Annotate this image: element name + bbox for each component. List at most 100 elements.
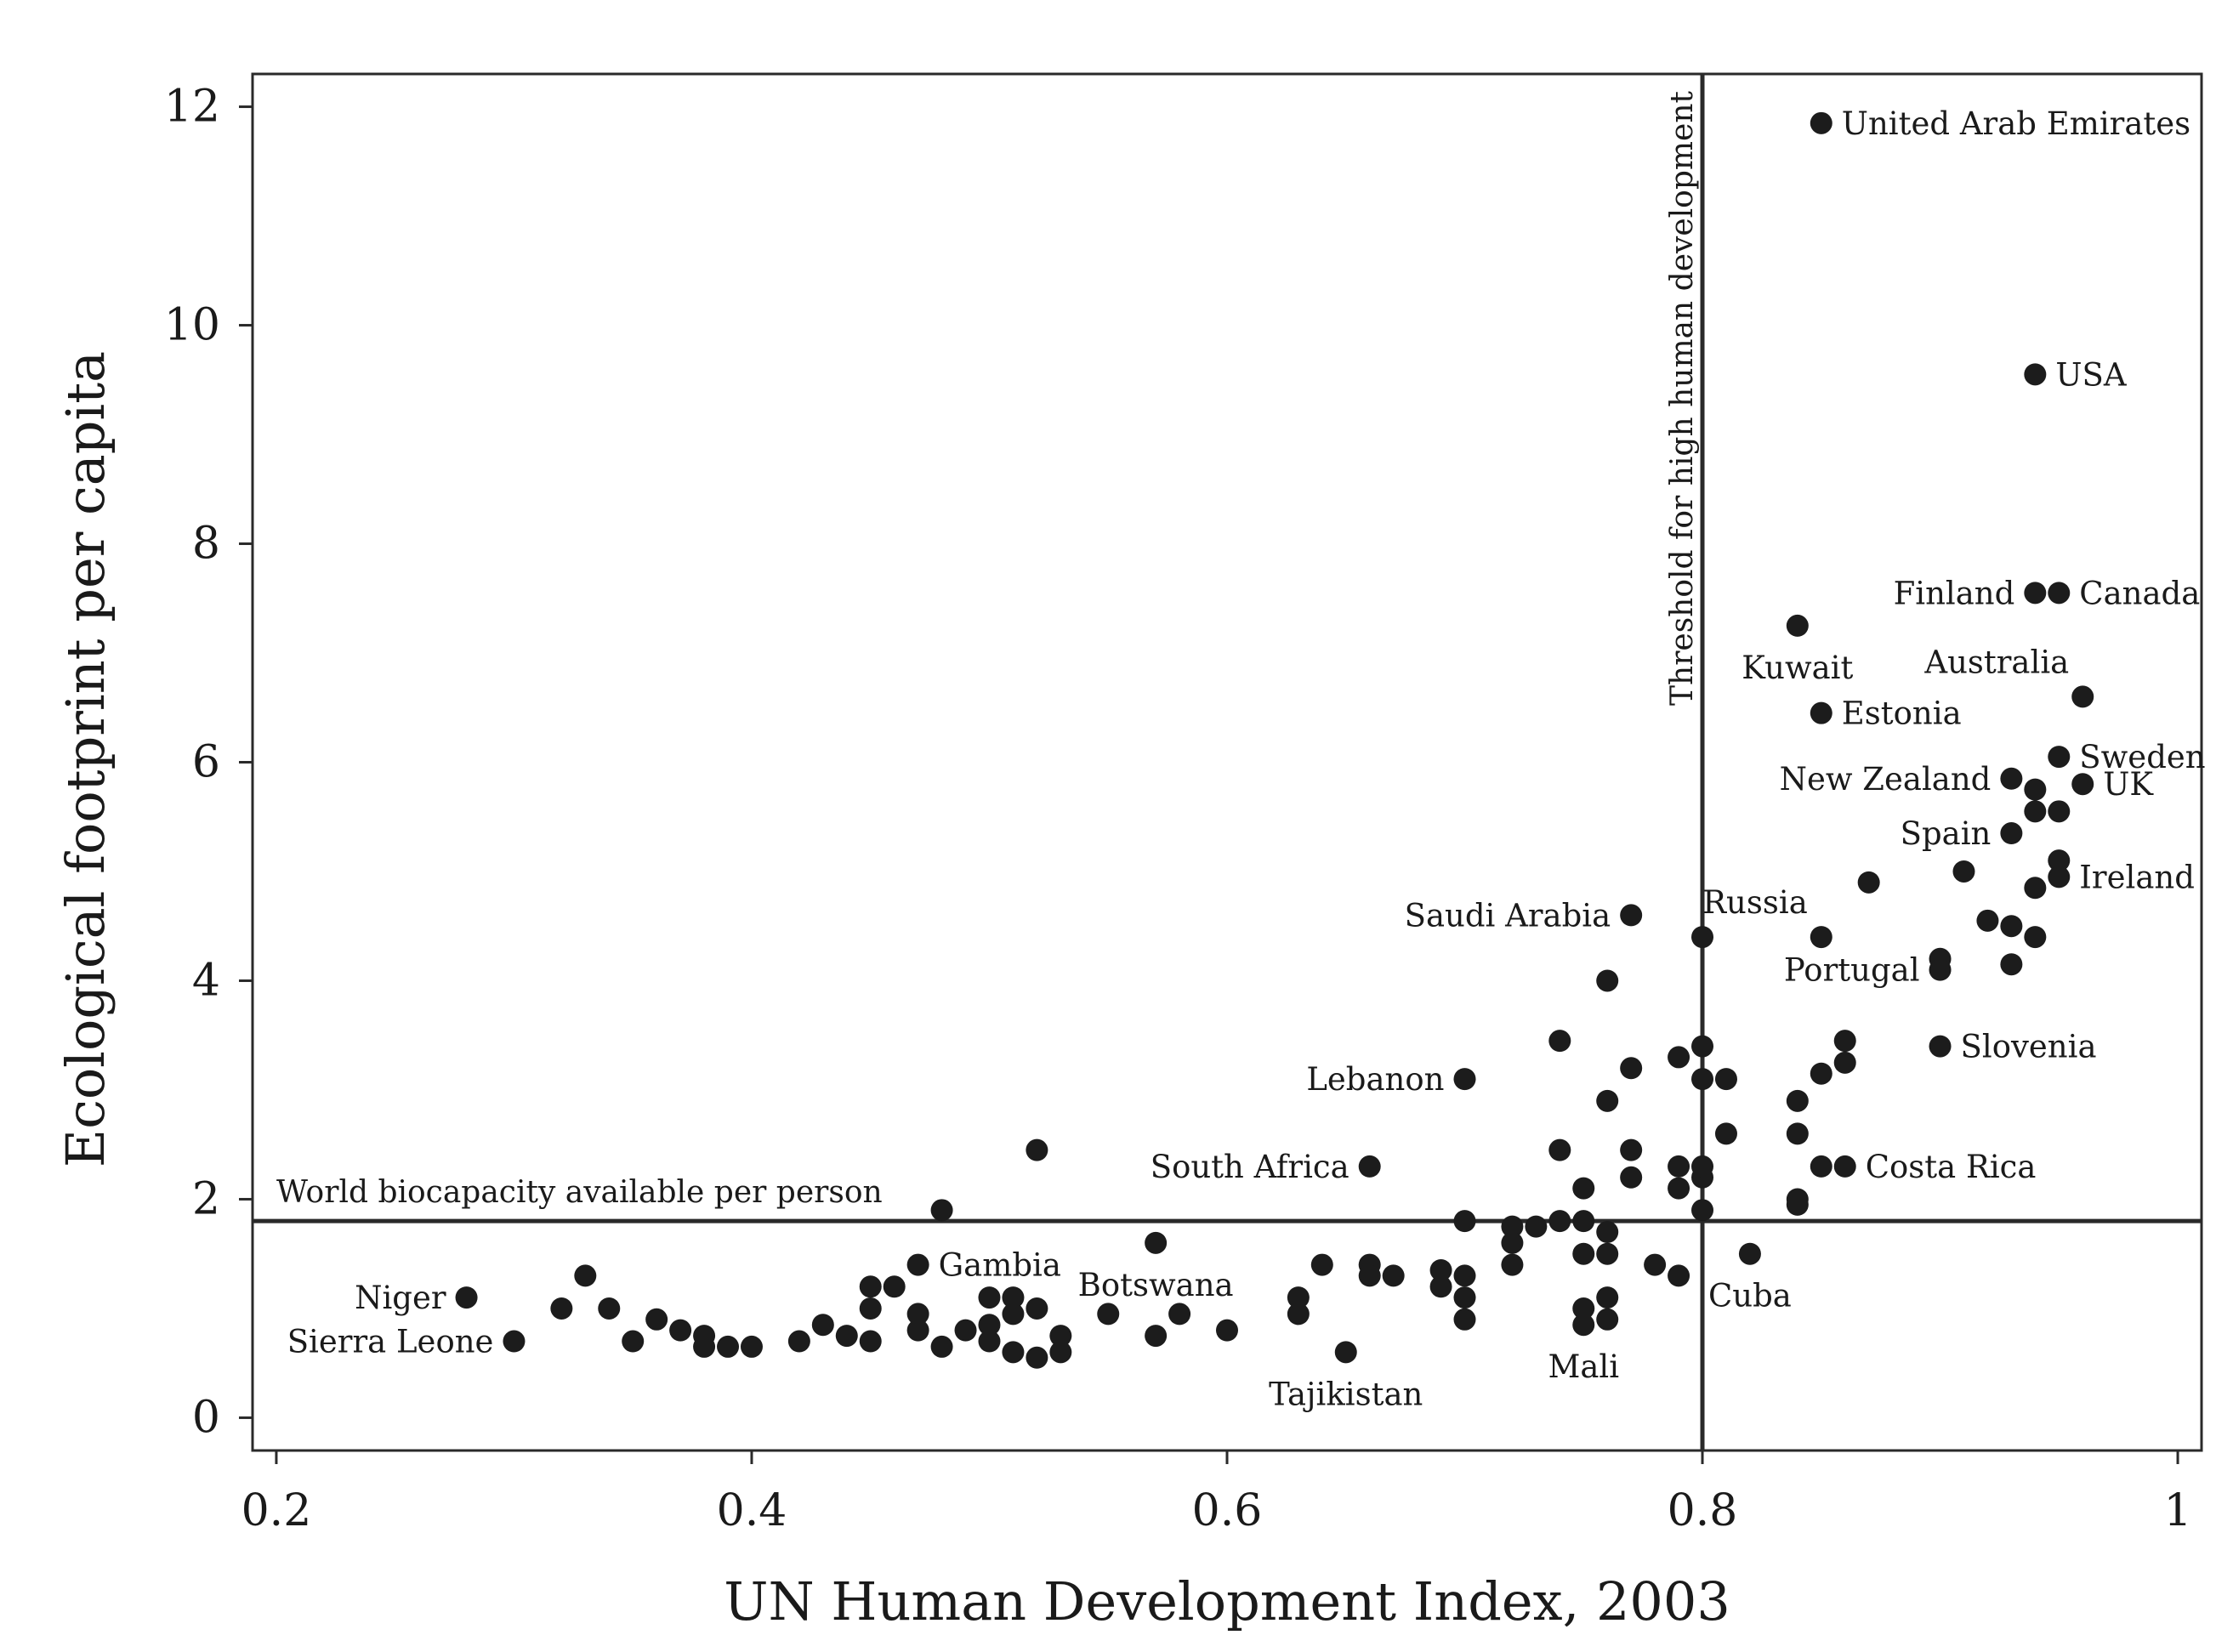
data-point [1026,1297,1048,1320]
y-axis-title: Ecological footprint per capita [54,351,116,1167]
data-point-tajikistan [1334,1341,1357,1364]
data-point [978,1330,1001,1353]
data-point-united-arab-emirates [1810,111,1832,134]
data-point [1620,1057,1643,1080]
data-point-slovenia [1929,1035,1952,1058]
data-point [1429,1275,1452,1298]
data-point [550,1297,573,1320]
data-point [1287,1303,1310,1326]
data-point [1668,1155,1690,1178]
data-point [1002,1286,1025,1309]
data-point [669,1319,692,1342]
data-point [2048,800,2071,823]
point-label-canada: Canada [2079,575,2200,611]
data-point-sierra-leone [503,1330,526,1353]
data-point [1026,1138,1048,1161]
data-point [1501,1215,1524,1238]
data-point-usa [2024,363,2047,386]
point-label-united-arab-emirates: United Arab Emirates [1842,105,2190,142]
data-point [1525,1215,1548,1238]
point-label-saudi-arabia: Saudi Arabia [1405,897,1611,934]
data-point [1714,1122,1737,1145]
y-tick-label-5: 10 [164,300,220,351]
y-axis-ticks: 0 2 4 6 8 10 12 [164,82,253,1443]
data-point-australia [2071,685,2094,708]
data-point-russia [1810,926,1832,949]
data-point-botswana [1145,1231,1168,1254]
data-point [1548,1030,1571,1053]
data-point [2024,926,2047,949]
data-point [1786,1122,1809,1145]
data-point [645,1308,668,1331]
data-point [1453,1308,1476,1331]
data-point-new-zealand [2000,767,2023,790]
data-point [598,1297,621,1320]
data-point-lebanon [1453,1068,1476,1091]
data-point [1786,1193,1809,1216]
point-label-new-zealand: New Zealand [1780,761,1992,798]
data-point [906,1303,929,1326]
data-point [1786,1089,1809,1112]
point-label-cuba: Cuba [1708,1278,1792,1314]
data-point [978,1286,1001,1309]
data-point [1572,1177,1595,1200]
point-label-portugal: Portugal [1784,952,1920,989]
point-label-usa: USA [2055,356,2128,393]
data-point-sweden [2048,746,2071,769]
data-point [787,1330,810,1353]
point-label-australia: Australia [1923,644,2069,680]
data-point [1620,1138,1643,1161]
y-tick-label-2: 4 [192,955,220,1006]
point-label-kuwait: Kuwait [1742,650,1853,686]
data-point [1145,1325,1168,1348]
data-point [1596,1242,1619,1265]
data-point-estonia [1810,701,1832,724]
point-labels: United Arab Emirates USA Finland Canada Kuwa… [287,105,2206,1413]
data-point [1002,1341,1025,1364]
data-point [811,1314,834,1337]
data-point [1833,1051,1856,1074]
data-point [1810,1062,1832,1085]
data-point [859,1275,882,1298]
point-label-gambia: Gambia [939,1247,1061,1284]
data-point [1691,1155,1714,1178]
data-point [1287,1286,1310,1309]
data-point [1026,1346,1048,1369]
data-point [2000,953,2023,976]
data-point [1668,1177,1690,1200]
point-label-lebanon: Lebanon [1306,1061,1444,1098]
x-tick-label-3: 0.8 [1668,1485,1738,1536]
data-point [1668,1046,1690,1069]
point-label-estonia: Estonia [1842,695,1962,732]
data-points [455,111,2094,1369]
data-point [906,1319,929,1342]
data-point [1952,860,1975,883]
data-point [1548,1210,1571,1233]
data-point [693,1335,716,1358]
data-point-saudi-arabia [1620,904,1643,927]
data-point [717,1335,740,1358]
data-point [1857,871,1880,894]
data-point [1382,1264,1405,1287]
hdi-threshold-line-label: Threshold for high human development [1665,90,1700,706]
data-point [2024,778,2047,801]
data-point-kuwait [1786,614,1809,637]
data-point [1572,1210,1595,1233]
point-label-tajikistan: Tajikistan [1269,1376,1423,1412]
data-point [1501,1231,1524,1254]
data-point [1453,1264,1476,1287]
y-tick-label-4: 8 [192,519,220,570]
x-tick-label-1: 0.4 [717,1485,787,1536]
data-point [1810,1155,1832,1178]
data-point [574,1264,597,1287]
data-point-ireland [2048,866,2071,888]
data-point-niger [455,1286,478,1309]
point-label-finland: Finland [1894,575,2015,611]
data-point [1097,1303,1120,1326]
data-point [1714,1068,1737,1091]
point-label-uk: UK [2103,766,2154,803]
data-point [1691,926,1714,949]
point-label-south-africa: South Africa [1151,1149,1349,1185]
data-point [2024,877,2047,900]
point-label-costa-rica: Costa Rica [1866,1149,2037,1185]
